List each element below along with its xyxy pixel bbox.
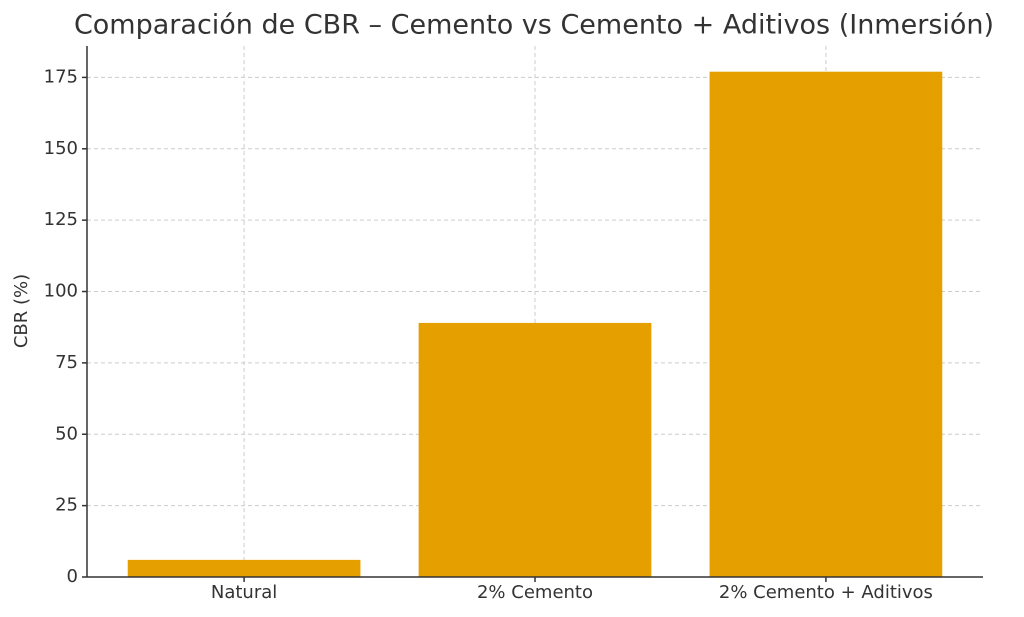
y-tick-label: 175 bbox=[44, 66, 78, 87]
x-tick-label: 2% Cemento + Aditivos bbox=[719, 582, 933, 603]
y-tick-label: 100 bbox=[44, 281, 78, 302]
bar bbox=[127, 559, 361, 577]
bar bbox=[709, 71, 943, 578]
y-tick-label: 125 bbox=[44, 209, 78, 230]
x-tick-label: Natural bbox=[211, 582, 277, 603]
y-tick-label: 75 bbox=[55, 352, 78, 373]
y-tick-label: 50 bbox=[55, 423, 78, 444]
y-tick-label: 25 bbox=[55, 495, 78, 516]
y-tick-label: 0 bbox=[67, 566, 78, 587]
bar bbox=[418, 322, 652, 577]
y-tick-label: 150 bbox=[44, 138, 78, 159]
chart-title: Comparación de CBR – Cemento vs Cemento … bbox=[74, 10, 994, 41]
y-axis-label: CBR (%) bbox=[11, 274, 32, 348]
x-tick-label: 2% Cemento bbox=[477, 582, 593, 603]
